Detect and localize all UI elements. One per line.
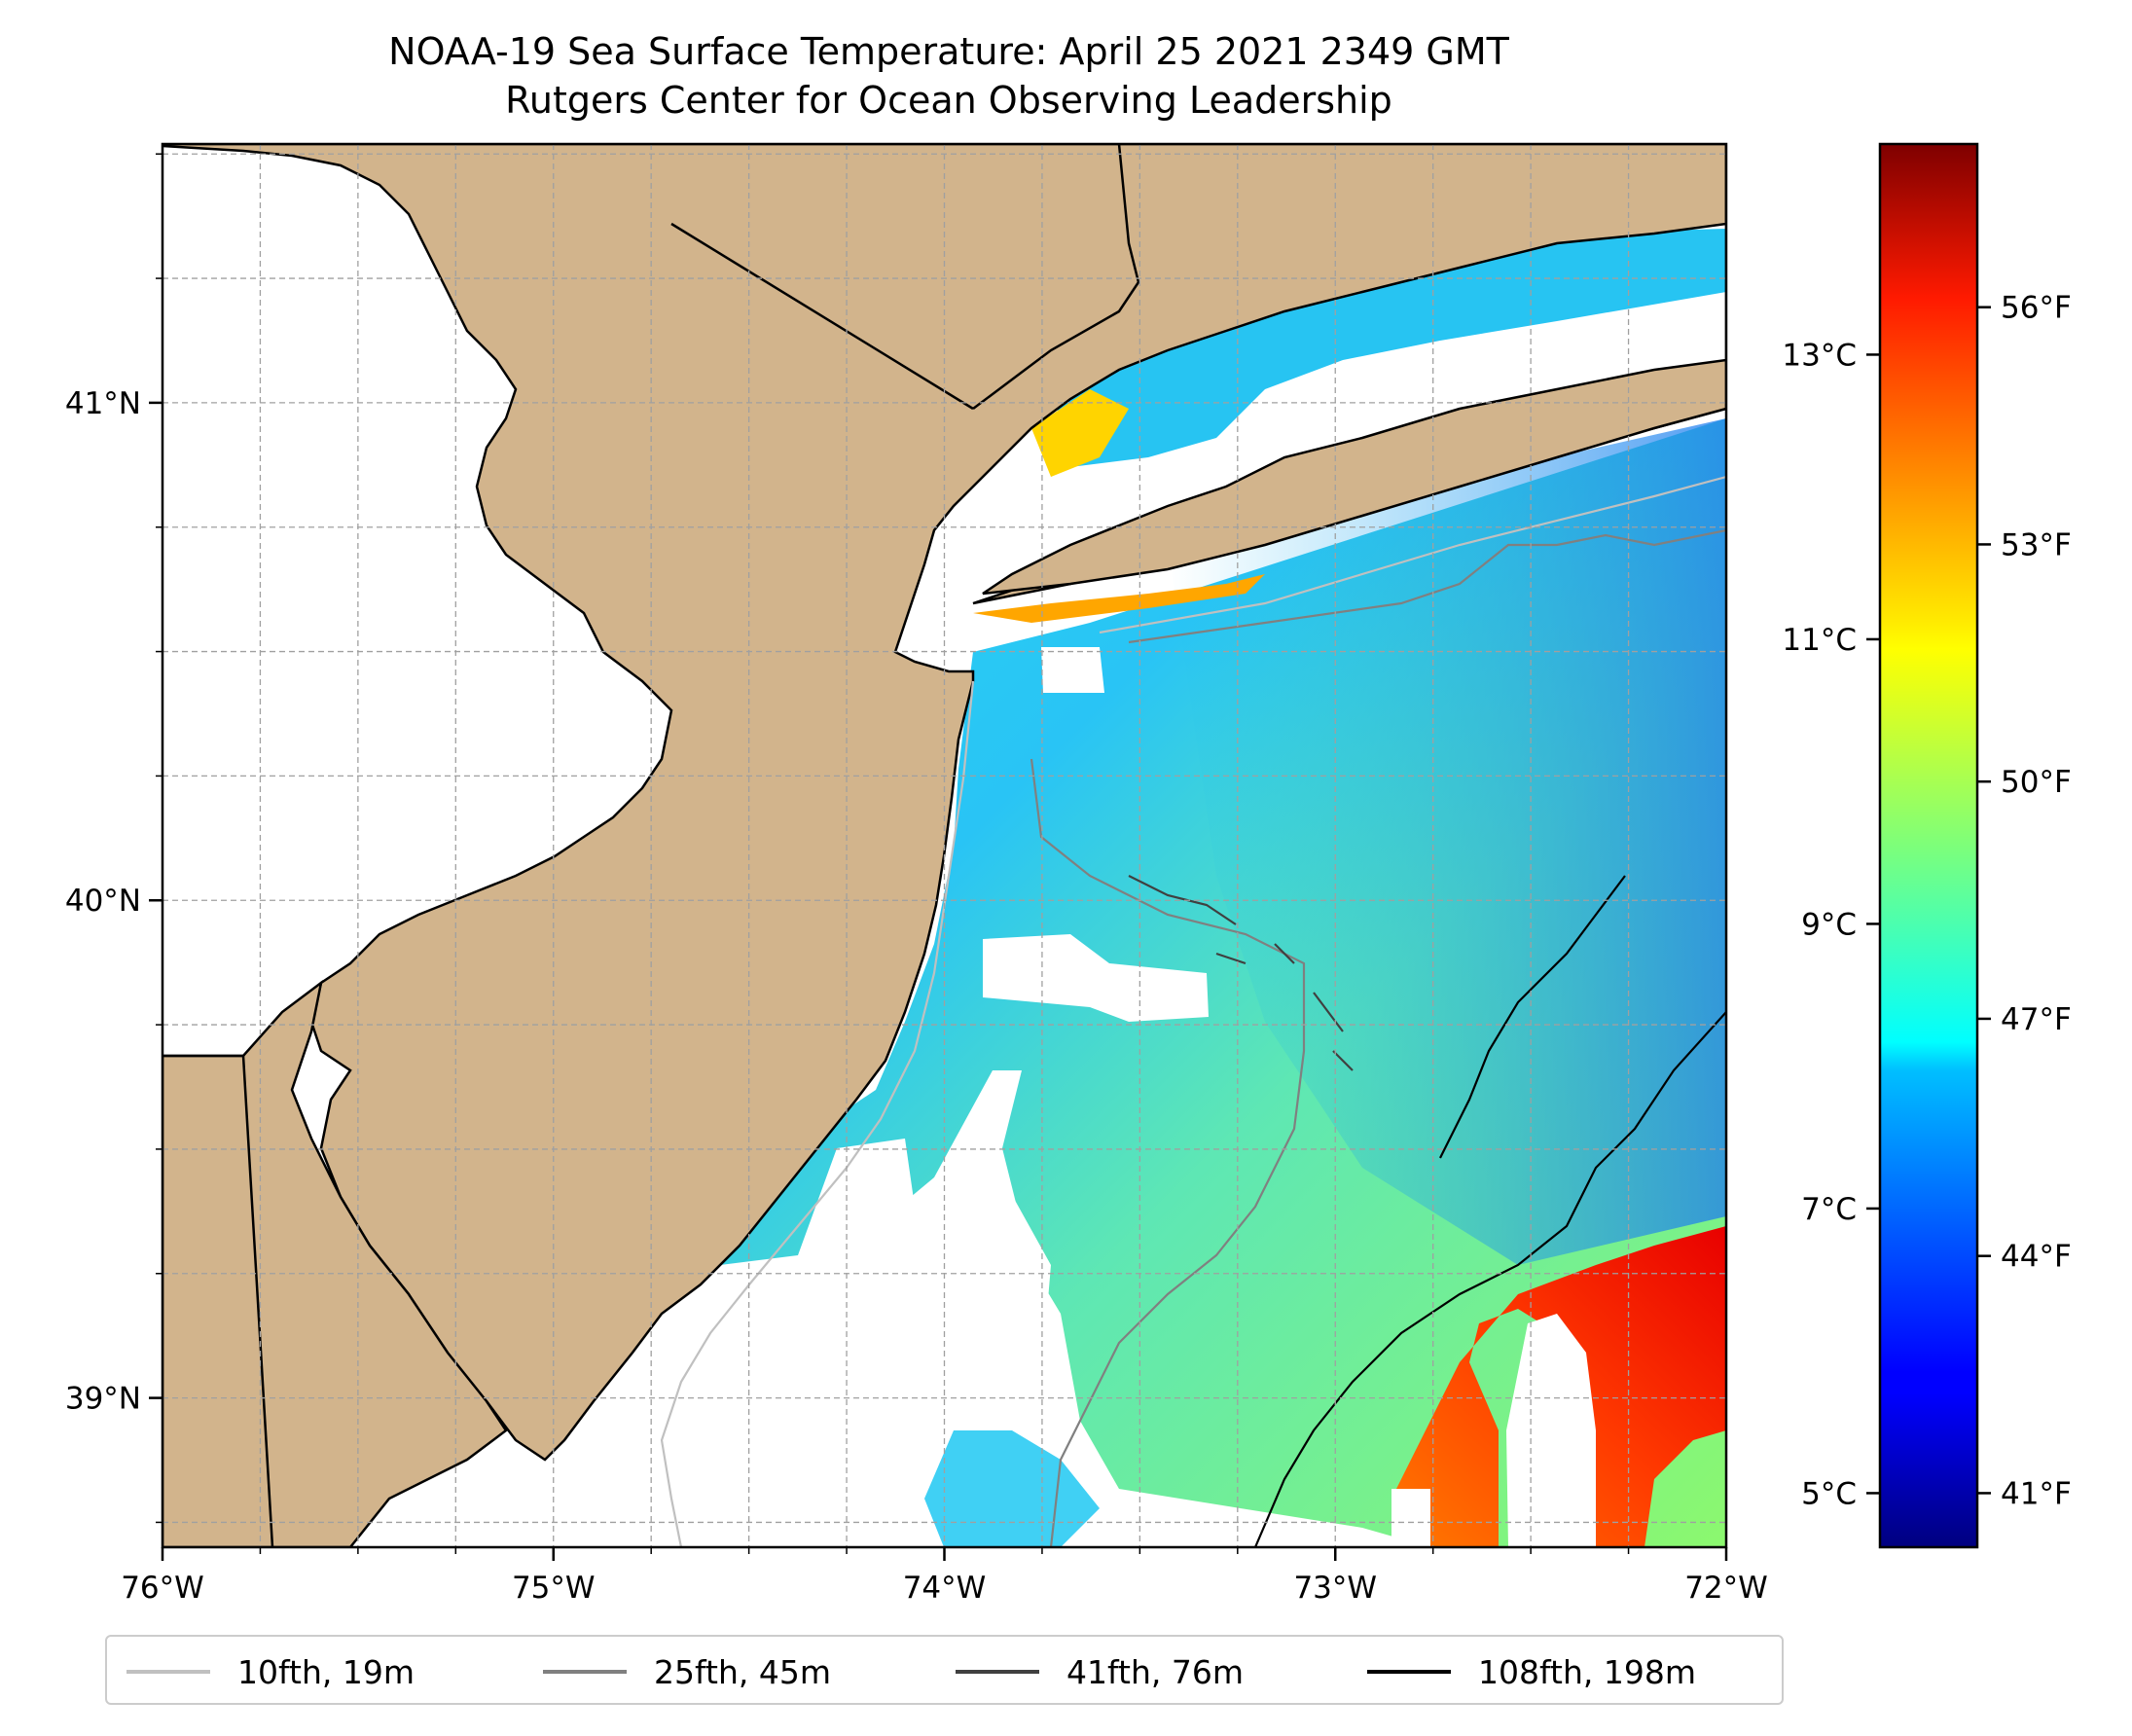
colorbar-c-label: 11°C [1782,623,1857,658]
legend-item-10fth: 10fth, 19m [126,1637,415,1707]
state-boundaries [163,144,1140,1547]
colorbar-fahrenheit-axis: 41°F 44°F 47°F 50°F 53°F 56°F [1977,291,2072,1511]
sst-sound-warm [1031,389,1129,477]
y-tick-label: 39°N [65,1382,141,1417]
map-subtitle: Rutgers Center for Ocean Observing Leade… [505,79,1392,122]
legend-label: 41fth, 76m [1066,1652,1244,1691]
x-tick-label: 74°W [903,1571,987,1606]
contour-25fth-b [1128,528,1726,644]
colorbar-c-label: 5°C [1801,1476,1857,1511]
x-tick-label: 76°W [121,1571,204,1606]
sst-inner-patch [924,1430,1100,1547]
y-tick-label: 41°N [65,386,141,421]
land-long-island-body [982,358,1726,596]
legend-label: 108fth, 198m [1478,1652,1696,1691]
colorbar-f-label: 56°F [2001,291,2072,326]
bathymetry-contours [660,475,1726,1547]
nodata-cloud-4 [1391,1489,1430,1547]
legend-label: 25fth, 45m [654,1652,831,1691]
legend-item-25fth: 25fth, 45m [543,1637,831,1707]
nodata-cloud-3 [1506,1314,1596,1547]
x-tick-label: 72°W [1684,1571,1768,1606]
contour-10fth-b [1099,475,1726,634]
legend-swatch [126,1670,210,1674]
colorbar-c-label: 9°C [1801,907,1857,942]
sst-sound [1051,229,1726,467]
map-area [163,144,1726,1547]
colorbar-f-label: 41°F [2001,1476,2072,1511]
colorbar-f-label: 53°F [2001,527,2072,562]
sst-field-east [1168,418,1726,1265]
x-tick-label: 73°W [1293,1571,1377,1606]
contour-108fth-b [1439,875,1626,1159]
sst-warm-region [1391,1226,1726,1547]
gridlines [163,144,1726,1547]
contour-10fth [660,680,975,1547]
contour-legend: 10fth, 19m 25fth, 45m 41fth, 76m 108fth,… [105,1635,1784,1705]
legend-label: 10fth, 19m [237,1652,415,1691]
legend-swatch [1367,1670,1451,1674]
map-title: NOAA-19 Sea Surface Temperature: April 2… [388,30,1509,73]
colorbar-f-label: 44°F [2001,1240,2072,1275]
y-tick-label: 40°N [65,884,141,919]
legend-item-41fth: 41fth, 76m [956,1637,1244,1707]
colorbar-c-label: 7°C [1801,1192,1857,1227]
legend-item-108fth: 108fth, 198m [1367,1637,1696,1707]
nodata-cloud-1 [983,934,1209,1022]
y-axis: 39°N 40°N 41°N [65,153,163,1524]
x-tick-label: 75°W [512,1571,596,1606]
contour-25fth [1030,758,1306,1547]
x-axis: 76°W 75°W 74°W 73°W 72°W [121,1547,1768,1606]
colorbar-f-label: 50°F [2001,765,2072,800]
contour-108fth [1253,1011,1726,1547]
legend-swatch [956,1670,1039,1674]
colorbar-celsius-axis: 5°C 7°C 9°C 11°C 13°C [1782,338,1880,1511]
legend-swatch [543,1670,627,1674]
nodata-cloud-5 [389,1139,1090,1547]
colorbar-f-label: 47°F [2001,1002,2072,1037]
colorbar-c-label: 13°C [1782,338,1857,373]
colorbar [1878,142,1979,1549]
sst-coast-warm [973,574,1265,623]
nodata-cloud-2 [1041,647,1104,693]
